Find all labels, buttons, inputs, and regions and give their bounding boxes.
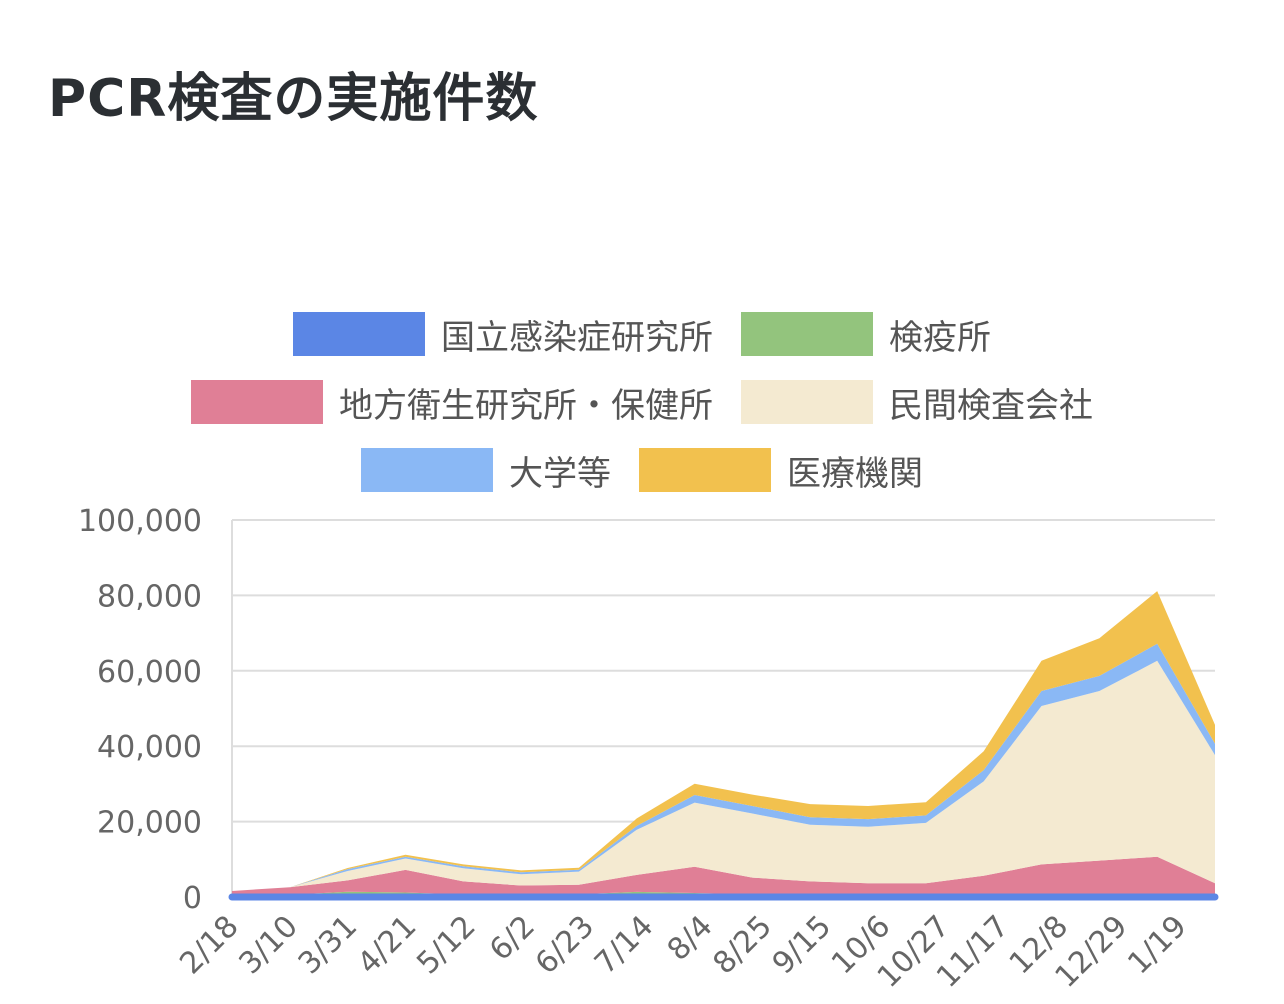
legend-item-quarantine[interactable]: 検疫所	[741, 310, 991, 359]
areas	[228, 591, 1219, 901]
legend-label: 大学等	[509, 453, 611, 494]
y-tick-label: 100,000	[78, 504, 202, 539]
y-tick-label: 60,000	[97, 655, 202, 690]
y-tick-label: 20,000	[97, 806, 202, 841]
legend-label: 検疫所	[889, 317, 991, 358]
y-tick-label: 0	[183, 881, 202, 916]
x-tick-label: 3/31	[292, 909, 364, 981]
y-tick-label: 80,000	[97, 579, 202, 614]
legend-row: 地方衛生研究所・保健所 民間検査会社	[0, 378, 1284, 426]
legend-swatch	[741, 312, 873, 356]
x-tick-label: 9/15	[766, 909, 838, 981]
legend-label: 地方衛生研究所・保健所	[339, 385, 713, 426]
x-tick-label: 4/21	[351, 909, 423, 981]
legend-label: 国立感染症研究所	[441, 317, 713, 358]
x-tick-label: 5/12	[410, 909, 482, 981]
legend: 国立感染症研究所 検疫所 地方衛生研究所・保健所 民間検査会社 大学等 医療機関	[0, 310, 1284, 514]
chart-title: PCR検査の実施件数	[48, 69, 539, 129]
legend-swatch	[191, 380, 323, 424]
legend-swatch	[361, 448, 493, 492]
legend-label: 医療機関	[787, 453, 923, 494]
series-area	[232, 643, 1215, 891]
y-tick-labels: 0 20,000 40,000 60,000 80,000 100,000	[78, 504, 202, 916]
legend-row: 大学等 医療機関	[0, 446, 1284, 494]
x-tick-labels: 2/183/103/314/215/12 6/26/237/14 8/48/259/…	[173, 909, 1193, 995]
legend-label: 民間検査会社	[889, 385, 1093, 426]
x-tick-label: 7/14	[588, 909, 660, 981]
legend-swatch	[639, 448, 771, 492]
x-tick-label: 2/18	[173, 909, 245, 981]
legend-swatch	[741, 380, 873, 424]
x-tick-label: 3/10	[233, 909, 305, 981]
series-area	[232, 660, 1215, 891]
legend-item-private-labs[interactable]: 民間検査会社	[741, 378, 1093, 427]
x-tick-label: 6/23	[529, 909, 601, 981]
x-tick-label: 1/19	[1121, 909, 1193, 981]
x-tick-label: 8/25	[707, 909, 779, 981]
legend-item-public-health[interactable]: 地方衛生研究所・保健所	[191, 378, 713, 427]
legend-item-medical[interactable]: 医療機関	[639, 446, 923, 495]
y-tick-label: 40,000	[97, 730, 202, 765]
legend-swatch	[293, 312, 425, 356]
legend-item-universities[interactable]: 大学等	[361, 446, 611, 495]
series-area	[232, 856, 1215, 895]
legend-item-niid[interactable]: 国立感染症研究所	[293, 310, 713, 359]
legend-row: 国立感染症研究所 検疫所	[0, 310, 1284, 358]
